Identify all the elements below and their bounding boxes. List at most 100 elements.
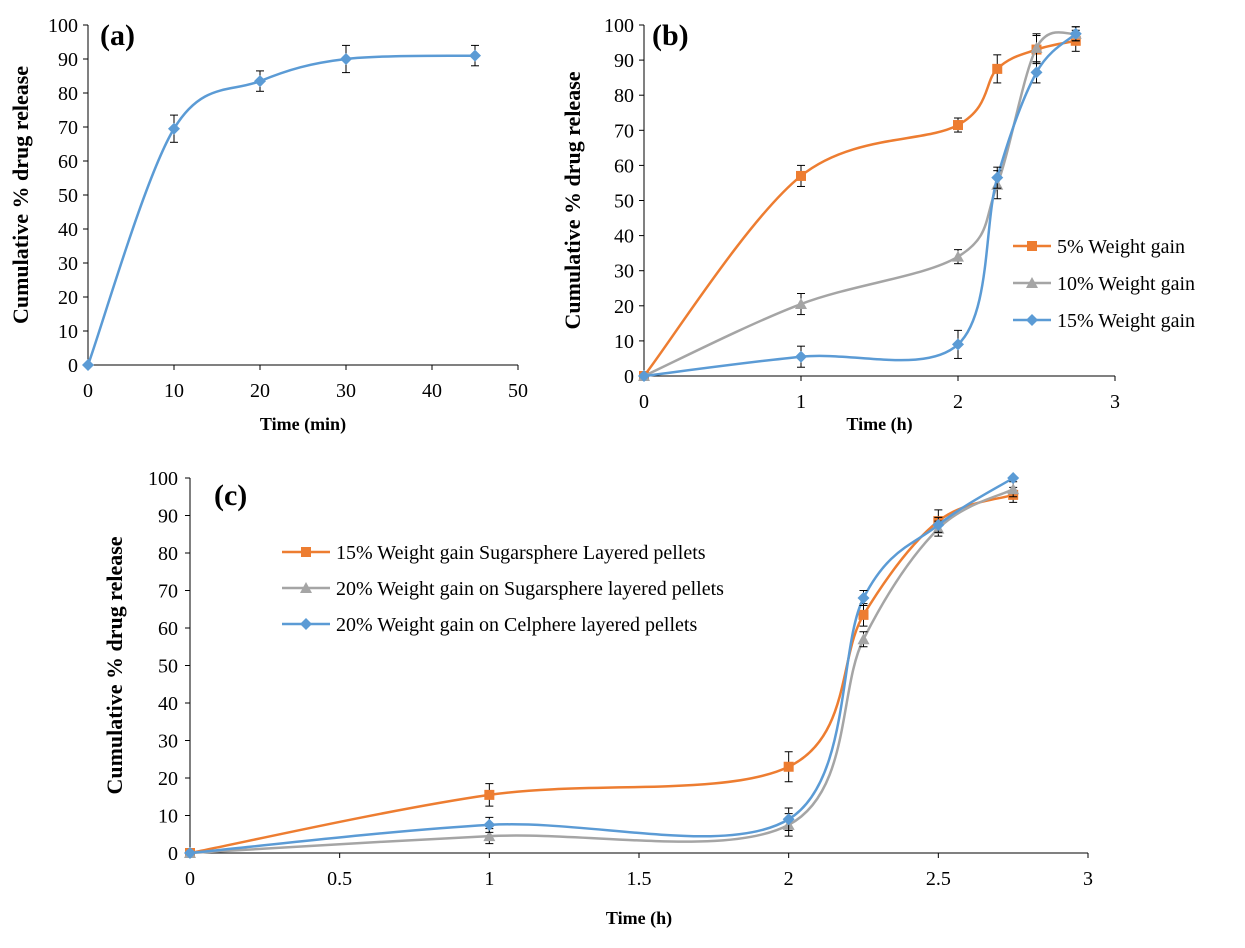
data-point — [858, 609, 869, 620]
x-tick-label: 1 — [484, 868, 494, 890]
data-point — [1030, 41, 1043, 53]
legend-label: 15% Weight gain — [1057, 310, 1195, 332]
legend: 5% Weight gain 10% Weight gain 15% Weight … — [1013, 236, 1195, 332]
y-tick-label: 40 — [614, 226, 634, 248]
data-point — [638, 370, 650, 382]
y-tick-label: 100 — [48, 15, 78, 37]
panel-label: (c) — [214, 479, 247, 512]
y-tick-label: 60 — [614, 155, 634, 177]
panel-label: (b) — [652, 19, 689, 52]
series-line — [86, 54, 476, 366]
data-point — [952, 250, 964, 262]
data-point — [340, 53, 352, 65]
y-tick-label: 10 — [58, 321, 78, 343]
data-point — [857, 633, 870, 645]
y-tick-label: 90 — [158, 506, 178, 528]
y-tick-label: 40 — [58, 219, 78, 241]
legend-marker — [1027, 241, 1037, 251]
legend-marker — [300, 618, 312, 630]
y-tick-label: 70 — [158, 581, 178, 603]
series-0 — [639, 29, 1081, 381]
data-point — [469, 49, 481, 62]
x-tick-label: 20 — [250, 380, 270, 402]
data-point — [184, 847, 196, 859]
x-tick-label: 40 — [422, 380, 442, 402]
data-point — [483, 818, 496, 831]
y-tick-label: 70 — [58, 117, 78, 139]
data-point — [991, 171, 1004, 184]
legend-marker — [1026, 277, 1038, 288]
y-tick-label: 80 — [58, 83, 78, 105]
data-point — [1007, 472, 1020, 484]
data-point — [168, 122, 180, 135]
data-point — [952, 338, 964, 351]
x-tick-label: 50 — [508, 380, 528, 402]
data-point — [796, 170, 806, 181]
legend-label: 20% Weight gain on Sugarsphere layered p… — [336, 578, 724, 600]
x-axis-title: Time (h) — [846, 414, 912, 435]
series-line — [189, 488, 1014, 855]
x-tick-label: 3 — [1110, 391, 1120, 413]
x-axis-title: Time (min) — [260, 414, 346, 435]
y-tick-label: 20 — [158, 768, 178, 790]
data-point — [1030, 66, 1043, 79]
y-tick-label: 10 — [158, 806, 178, 828]
y-tick-label: 30 — [158, 731, 178, 753]
y-axis-title: Cumulative % drug release — [8, 66, 33, 324]
y-tick-label: 50 — [614, 191, 634, 213]
series-2 — [184, 472, 1020, 859]
chart-a: 0 10 20 30 40 50 60 70 80 90 100 0 10 20 30 40 50 Time (m… — [8, 15, 528, 435]
x-tick-label: 1 — [796, 391, 806, 413]
data-point — [483, 830, 496, 842]
x-tick-label: 0 — [639, 391, 649, 413]
legend-marker — [300, 582, 312, 593]
y-axis-title: Cumulative % drug release — [560, 71, 585, 329]
y-tick-label: 0 — [68, 355, 78, 377]
y-tick-label: 90 — [58, 49, 78, 71]
data-point — [1069, 27, 1082, 40]
y-tick-label: 30 — [58, 253, 78, 275]
y-tick-label: 80 — [158, 543, 178, 565]
x-axis-title: Time (h) — [606, 908, 672, 929]
y-tick-label: 100 — [604, 15, 634, 37]
legend-label: 10% Weight gain — [1057, 273, 1195, 295]
series-line — [643, 30, 1077, 378]
x-tick-label: 30 — [336, 380, 356, 402]
y-tick-label: 10 — [614, 331, 634, 353]
data-point — [782, 813, 795, 826]
series-line — [643, 39, 1077, 377]
x-tick-label: 0 — [83, 380, 93, 402]
legend-marker — [301, 547, 311, 557]
series-line — [643, 32, 1077, 378]
x-tick-label: 0.5 — [327, 868, 352, 890]
x-tick-label: 2.5 — [926, 868, 951, 890]
x-tick-label: 2 — [953, 391, 963, 413]
x-tick-label: 2 — [784, 868, 794, 890]
y-tick-label: 50 — [58, 185, 78, 207]
legend-label: 20% Weight gain on Celphere layered pell… — [336, 614, 697, 636]
legend-marker — [1026, 314, 1038, 326]
y-tick-label: 60 — [158, 618, 178, 640]
data-point — [1007, 483, 1020, 495]
x-tick-label: 3 — [1083, 868, 1093, 890]
data-point — [932, 518, 945, 531]
y-tick-label: 100 — [148, 468, 178, 490]
data-point — [783, 761, 794, 772]
legend-label: 15% Weight gain Sugarsphere Layered pell… — [336, 542, 706, 564]
y-tick-label: 40 — [158, 693, 178, 715]
y-tick-label: 0 — [168, 843, 178, 865]
y-tick-label: 0 — [624, 366, 634, 388]
chart-c: 0 10 20 30 40 50 60 70 80 90 100 0 0.5 1 1.5 2 2.5 3 Time … — [102, 468, 1093, 929]
x-tick-label: 0 — [185, 868, 195, 890]
x-tick-label: 10 — [164, 380, 184, 402]
y-tick-label: 20 — [614, 296, 634, 318]
legend-label: 5% Weight gain — [1057, 236, 1185, 258]
y-axis-title: Cumulative % drug release — [102, 536, 127, 794]
data-point — [992, 63, 1003, 74]
series-line — [189, 476, 1014, 855]
panel-label: (a) — [100, 19, 135, 52]
data-point — [857, 592, 870, 604]
y-tick-label: 80 — [614, 85, 634, 107]
chart-b: 0 10 20 30 40 50 60 70 80 90 100 0 1 2 3 Time (h) Cumula… — [560, 15, 1195, 435]
data-point — [953, 120, 963, 131]
